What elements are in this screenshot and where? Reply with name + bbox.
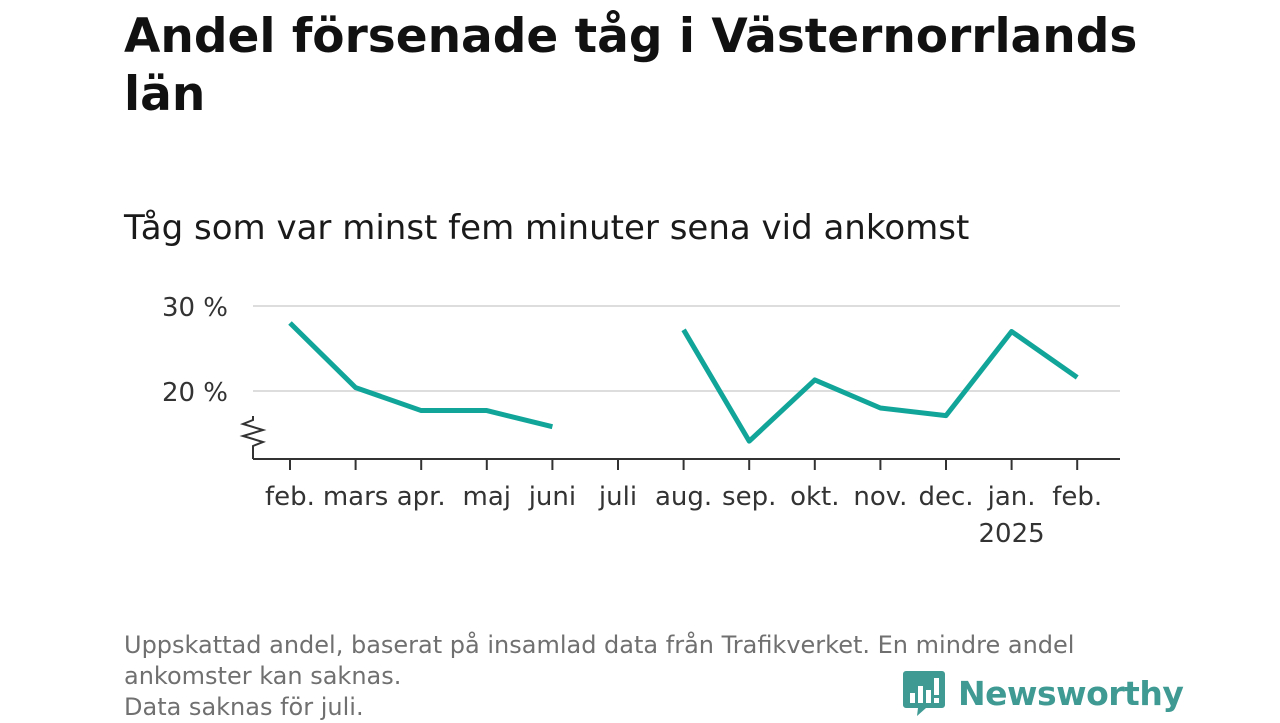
x-tick-label: maj — [463, 482, 511, 512]
x-tick-label: nov. — [853, 482, 907, 512]
footnote-line: Data saknas för juli. — [124, 693, 364, 721]
chart-subtitle: Tåg som var minst fem minuter sena vid a… — [124, 208, 970, 248]
newsworthy-logo: Newsworthy — [902, 670, 1184, 716]
chart-title: Andel försenade tåg i Västernorrlands lä… — [124, 9, 1138, 122]
footnote-line: Uppskattad andel, baserat på insamlad da… — [124, 631, 1075, 659]
x-tick-label: feb. — [1052, 482, 1102, 512]
x-tick-label: dec. — [918, 482, 973, 512]
x-tick-label: feb. — [265, 482, 315, 512]
footnote: Uppskattad andel, baserat på insamlad da… — [124, 630, 1164, 723]
brand-name: Newsworthy — [958, 673, 1184, 713]
series-line — [288, 321, 553, 430]
x-tick-label: aug. — [655, 482, 712, 512]
x-tick-label: okt. — [790, 482, 839, 512]
axis-break-icon — [239, 416, 267, 459]
x-tick-label: jan. — [987, 482, 1036, 512]
x-tick-sublabel: 2025 — [979, 519, 1045, 549]
x-tick-label: juli — [598, 482, 637, 512]
x-tick-label: apr. — [397, 482, 446, 512]
x-tick-label: sep. — [722, 482, 776, 512]
bar-chart-speech-bubble-icon — [903, 671, 945, 716]
x-tick-label: juni — [528, 482, 576, 512]
x-tick-label: mars — [323, 482, 389, 512]
series-line — [681, 328, 1079, 444]
footnote-line: ankomster kan saknas. — [124, 662, 402, 690]
y-tick-label: 20 % — [162, 378, 228, 408]
y-tick-label: 30 % — [162, 293, 228, 323]
